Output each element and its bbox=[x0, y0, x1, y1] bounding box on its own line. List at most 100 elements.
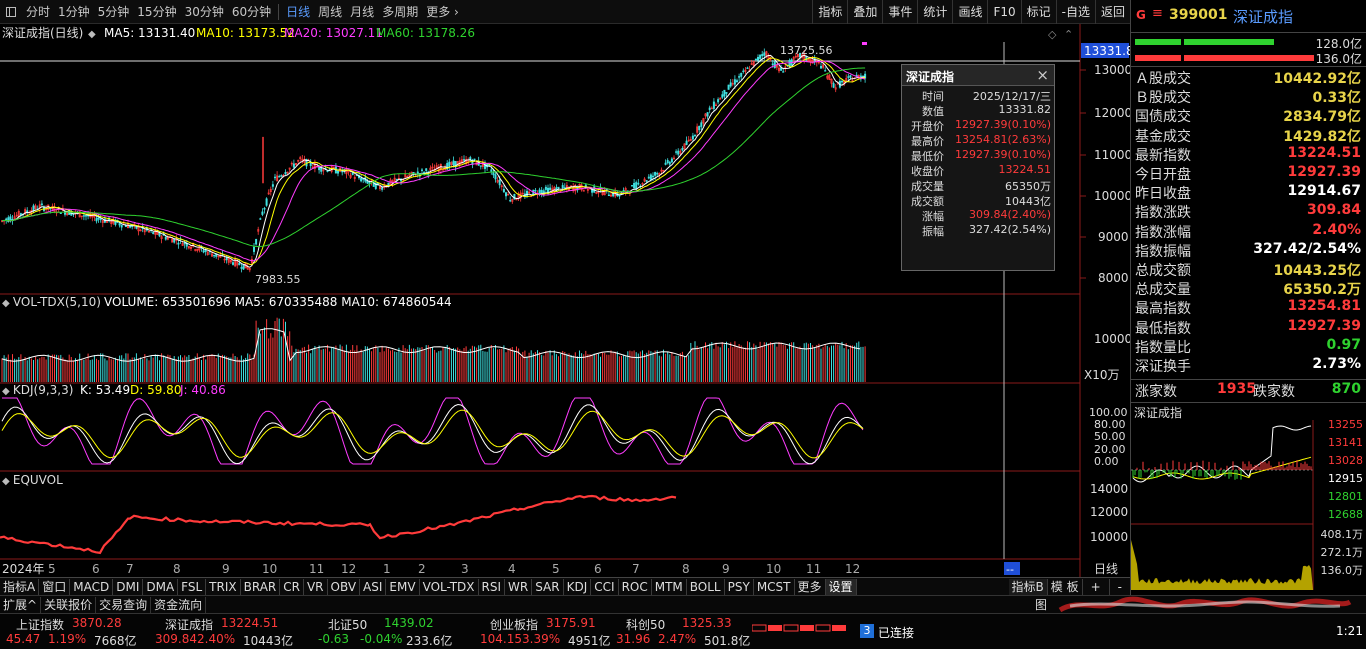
draw-line-button[interactable]: 画线 bbox=[952, 0, 987, 24]
period-tab-monthly[interactable]: 月线 bbox=[350, 5, 375, 19]
tooltip-row-value: 13331.82 bbox=[998, 103, 1052, 116]
group-badge[interactable]: G bbox=[1136, 8, 1146, 22]
candle-body bbox=[152, 231, 155, 235]
related-quotes-tab[interactable]: 关联报价 bbox=[41, 596, 97, 613]
tooltip-row-value: 65350万 bbox=[1005, 180, 1051, 193]
indicator-tab-10[interactable]: OBV bbox=[328, 578, 361, 595]
connection-status-text: 已连接 bbox=[878, 626, 915, 640]
overlay-button[interactable]: 叠加 bbox=[847, 0, 882, 24]
candle-body bbox=[765, 51, 768, 56]
candle-body bbox=[792, 57, 795, 60]
data-tooltip-window[interactable]: 深证成指 × 时间 2025/12/17/三 数值 13331.82 开盘价 12927.… bbox=[901, 64, 1055, 271]
diamond-outline-icon[interactable]: ◇ bbox=[1048, 28, 1057, 41]
expand-tab[interactable]: 扩展^ bbox=[0, 596, 42, 613]
period-tab-1min[interactable]: 1分钟 bbox=[58, 5, 90, 19]
chart-toggle-tab[interactable]: 图 bbox=[1035, 597, 1048, 612]
indicator-tab-4[interactable]: DMA bbox=[143, 578, 179, 595]
settings-diamond-icon[interactable]: ◆ bbox=[2, 386, 13, 397]
indicator-button[interactable]: 指标 bbox=[812, 0, 847, 24]
candle-body bbox=[232, 262, 235, 265]
indicator-tab-1[interactable]: 窗口 bbox=[39, 578, 71, 595]
indicator-b-tab[interactable]: 指标B bbox=[1008, 578, 1048, 595]
candle-body bbox=[511, 198, 514, 202]
indicator-tab-8[interactable]: CR bbox=[280, 578, 304, 595]
advance-count: 1935 bbox=[1217, 381, 1256, 397]
mini-vol-tick: 272.1万 bbox=[1320, 546, 1364, 559]
zoom-out-button[interactable]: - bbox=[1117, 579, 1122, 594]
indicator-tab-25[interactable]: 设置 bbox=[825, 578, 857, 595]
candle-body bbox=[742, 70, 745, 73]
indicator-tab-22[interactable]: PSY bbox=[725, 578, 754, 595]
indicator-tab-19[interactable]: ROC bbox=[619, 578, 652, 595]
stats-button[interactable]: 统计 bbox=[917, 0, 952, 24]
candle-body bbox=[689, 138, 692, 141]
indicator-tab-0[interactable]: 指标A bbox=[0, 578, 40, 595]
candle-body bbox=[775, 64, 778, 68]
quote-stat-label: 深证换手 bbox=[1135, 359, 1191, 375]
indicator-tab-6[interactable]: TRIX bbox=[206, 578, 241, 595]
more-label: 更多 bbox=[426, 5, 451, 19]
watchlist-remove-button[interactable]: -自选 bbox=[1055, 0, 1095, 24]
candle-body bbox=[756, 56, 759, 61]
settings-diamond-icon[interactable]: ◆ bbox=[2, 476, 13, 487]
candle-body bbox=[807, 59, 810, 62]
period-tab-15min[interactable]: 15分钟 bbox=[137, 5, 177, 19]
indicator-tab-12[interactable]: EMV bbox=[386, 578, 420, 595]
close-icon[interactable]: × bbox=[1036, 66, 1049, 84]
indicator-tab-16[interactable]: SAR bbox=[532, 578, 564, 595]
index-change: 309.84 bbox=[155, 632, 197, 646]
indicator-tab-18[interactable]: CCI bbox=[591, 578, 619, 595]
indicator-tab-17[interactable]: KDJ bbox=[564, 578, 592, 595]
mark-button[interactable]: 标记 bbox=[1020, 0, 1056, 24]
indicator-tab-23[interactable]: MCST bbox=[754, 578, 795, 595]
hamburger-icon[interactable]: ≡ bbox=[1152, 6, 1163, 21]
indicator-tab-9[interactable]: VR bbox=[304, 578, 328, 595]
x-axis-tick-label: 2 bbox=[418, 562, 426, 576]
indicator-tab-21[interactable]: BOLL bbox=[687, 578, 725, 595]
indicator-tab-13[interactable]: VOL-TDX bbox=[420, 578, 479, 595]
back-button[interactable]: 返回 bbox=[1094, 0, 1130, 24]
period-tab-daily[interactable]: 日线 bbox=[286, 5, 311, 19]
indicator-tab-14[interactable]: RSI bbox=[479, 578, 506, 595]
indicator-tab-20[interactable]: MTM bbox=[652, 578, 687, 595]
fund-flow-tab[interactable]: 资金流向 bbox=[151, 596, 207, 613]
menu-square-icon[interactable] bbox=[0, 5, 22, 19]
indicator-tab-3[interactable]: DMI bbox=[113, 578, 144, 595]
connection-count-badge[interactable]: 3 bbox=[860, 624, 874, 638]
tooltip-row-label: 成交量 bbox=[911, 180, 944, 193]
quote-stat-label: 指数涨幅 bbox=[1135, 224, 1191, 241]
indicator-tab-15[interactable]: WR bbox=[505, 578, 533, 595]
candle-body bbox=[551, 188, 554, 191]
trade-query-tab[interactable]: 交易查询 bbox=[96, 596, 152, 613]
settings-diamond-icon[interactable]: ◆ bbox=[88, 29, 96, 40]
settings-diamond-icon[interactable]: ◆ bbox=[2, 298, 13, 309]
period-tab-60min[interactable]: 60分钟 bbox=[231, 5, 272, 19]
period-tab-weekly[interactable]: 周线 bbox=[318, 5, 343, 19]
index-name: 北证50 bbox=[328, 618, 368, 632]
quote-stat-value: 2.40% bbox=[1312, 221, 1361, 238]
intraday-mini-chart[interactable]: 深证成指 13255 13141 13028 12915 12801 12688 408.1… bbox=[1131, 404, 1366, 590]
period-tab-5min[interactable]: 5分钟 bbox=[97, 5, 130, 19]
period-tab-multi[interactable]: 多周期 bbox=[382, 5, 419, 19]
template-tab[interactable]: 模 板 bbox=[1048, 578, 1083, 595]
indicator-tab-24[interactable]: 更多 bbox=[795, 578, 826, 595]
collapse-up-icon[interactable]: ⌃ bbox=[1064, 28, 1073, 41]
chart-area[interactable]: 深证成指(日线) ◆ MA5: 13131.40 MA10: 13173.52 … bbox=[0, 24, 1130, 577]
candle-body bbox=[299, 157, 302, 159]
period-tab-fenshi[interactable]: 分时 bbox=[26, 5, 51, 19]
indicator-tab-11[interactable]: ASI bbox=[360, 578, 387, 595]
period-tab-30min[interactable]: 30分钟 bbox=[184, 5, 224, 19]
period-tab-more[interactable]: 更多 › bbox=[422, 3, 463, 20]
indicator-tab-2[interactable]: MACD bbox=[70, 578, 114, 595]
kline-chart-svg[interactable]: 深证成指(日线) ◆ MA5: 13131.40 MA10: 13173.52 … bbox=[0, 24, 1130, 577]
f10-button[interactable]: F10 bbox=[987, 0, 1020, 24]
indicator-tab-7[interactable]: BRAR bbox=[241, 578, 281, 595]
event-button[interactable]: 事件 bbox=[882, 0, 917, 24]
candle-body bbox=[706, 112, 709, 117]
candle-body bbox=[725, 92, 728, 94]
index-amount: 10443亿 bbox=[243, 634, 294, 648]
indicator-tab-5[interactable]: FSL bbox=[178, 578, 207, 595]
x-axis-tick-label: 12 bbox=[845, 562, 860, 576]
volume-unit-label: X10万 bbox=[1084, 368, 1120, 382]
zoom-in-button[interactable]: + bbox=[1083, 578, 1110, 595]
